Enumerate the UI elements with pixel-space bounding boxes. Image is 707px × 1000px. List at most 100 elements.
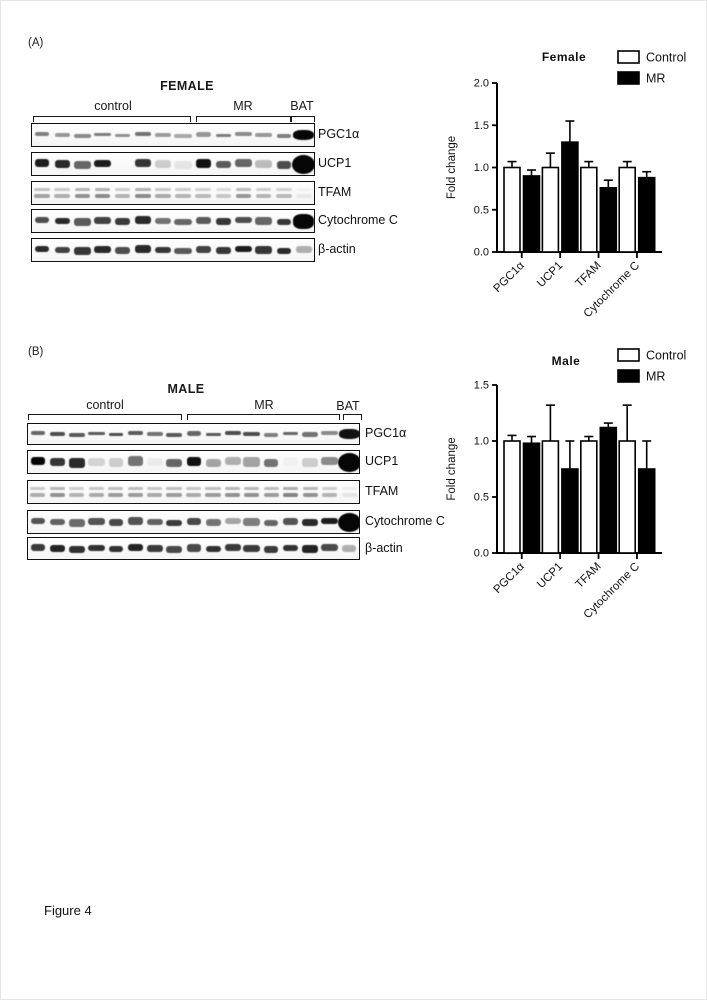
panel-b-label: (B)	[28, 346, 44, 358]
blot-membrane-beta-actin	[31, 238, 315, 262]
band	[254, 132, 273, 138]
band	[154, 217, 172, 225]
band	[30, 431, 45, 435]
category-label: TFAM	[573, 260, 603, 290]
band	[195, 194, 212, 198]
band	[283, 518, 299, 525]
band	[275, 187, 292, 191]
band	[68, 519, 85, 527]
band	[215, 133, 232, 138]
blot-row-label: TFAM	[318, 185, 352, 199]
band	[185, 486, 202, 490]
band	[115, 133, 130, 138]
y-tick-label: 1.0	[474, 162, 489, 174]
panel-a-label: (A)	[28, 37, 44, 49]
band	[49, 518, 65, 526]
band	[195, 187, 212, 191]
band	[134, 187, 151, 191]
band	[283, 493, 299, 497]
band	[154, 246, 172, 254]
band	[88, 493, 104, 497]
bar-mr-cytochromec	[637, 468, 656, 554]
band	[146, 545, 163, 552]
band	[215, 160, 232, 169]
bar-mr-tfam	[599, 186, 618, 253]
bar-mr-ucp1	[561, 468, 579, 554]
category-label: UCP1	[535, 561, 565, 591]
bar-mr-cytochromec	[637, 176, 656, 253]
band	[205, 493, 221, 497]
bar-control-cytochromec	[618, 440, 636, 554]
legend-label-mr: MR	[646, 72, 665, 86]
band	[74, 160, 91, 170]
band	[69, 493, 85, 497]
blot-row-label: PGC1α	[318, 127, 360, 141]
band	[235, 216, 252, 224]
band	[127, 517, 143, 525]
band	[196, 245, 211, 254]
band	[276, 134, 291, 138]
band	[174, 218, 192, 226]
band	[276, 161, 291, 169]
band	[68, 458, 85, 468]
band	[147, 493, 163, 497]
band	[224, 456, 241, 466]
band	[215, 187, 232, 191]
band	[87, 457, 105, 466]
y-tick-label: 1.0	[474, 436, 489, 448]
blot-membrane-cytochrome-c	[27, 510, 360, 534]
band	[243, 457, 261, 467]
band	[108, 458, 123, 467]
category-label: PGC1α	[492, 259, 528, 295]
band	[166, 493, 182, 497]
category-label: TFAM	[573, 561, 603, 591]
band	[87, 431, 105, 436]
band	[68, 432, 85, 438]
blot-row-label: Cytochrome C	[365, 514, 445, 528]
band	[174, 161, 192, 169]
blot-row-label: β-actin	[365, 541, 403, 555]
blot-row-label: PGC1α	[365, 426, 407, 440]
band	[205, 432, 221, 437]
band	[302, 518, 319, 527]
blot-membrane-pgc1a	[27, 423, 360, 445]
band	[146, 458, 163, 467]
band	[68, 545, 85, 554]
band	[276, 218, 291, 226]
band	[135, 245, 151, 253]
group-label-mr: MR	[233, 99, 253, 113]
band	[302, 486, 318, 490]
band	[54, 160, 70, 168]
band	[276, 247, 291, 255]
chart-title: Female	[542, 50, 586, 64]
band	[321, 457, 339, 466]
band	[54, 246, 70, 254]
band	[108, 545, 123, 553]
band	[146, 518, 163, 526]
band	[264, 546, 279, 553]
bat-band	[341, 493, 357, 497]
bat-band	[293, 129, 314, 141]
band	[88, 486, 104, 490]
band	[186, 431, 201, 436]
band	[243, 518, 261, 526]
y-axis-label: Fold change	[446, 437, 458, 500]
blot-row-label: UCP1	[365, 454, 399, 468]
bat-band	[342, 545, 357, 552]
band	[49, 545, 65, 552]
chart-male: Male Control MR 0.0 0.5 1.0 1.5 Fold change PGC1…	[446, 348, 686, 621]
bracket-bat	[291, 116, 315, 122]
legend-label-control: Control	[646, 349, 686, 363]
band	[244, 486, 260, 490]
band	[115, 218, 130, 225]
band	[254, 246, 273, 254]
band	[34, 187, 50, 191]
band	[93, 246, 112, 253]
band	[108, 486, 124, 490]
band	[243, 544, 261, 553]
band	[34, 194, 50, 198]
bar-control-cytochromec	[618, 166, 636, 253]
band	[114, 187, 131, 191]
band	[154, 133, 172, 137]
